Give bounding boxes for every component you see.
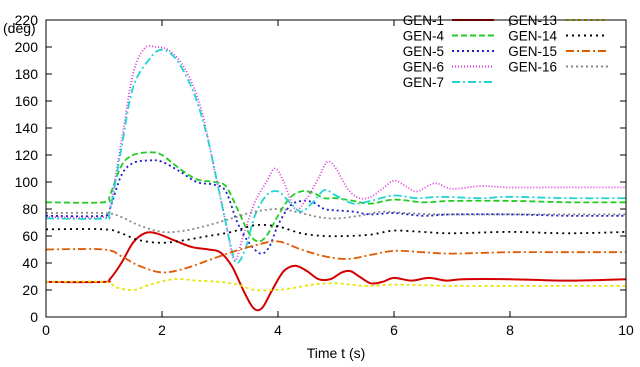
legend-label-gen-4: GEN-4 <box>403 29 445 44</box>
y-tick-label: 60 <box>22 228 38 244</box>
y-tick-label: 100 <box>15 174 39 190</box>
x-tick-label: 10 <box>618 322 634 338</box>
series-line-gen-15 <box>45 240 626 274</box>
series-line-gen-6 <box>45 45 626 262</box>
legend-label-gen-6: GEN-6 <box>403 60 444 75</box>
legend-label-gen-15: GEN-15 <box>508 44 557 59</box>
x-tick-label: 0 <box>42 322 50 338</box>
series-line-gen-4 <box>45 151 627 243</box>
y-tick-label: 200 <box>15 39 39 55</box>
legend-label-gen-5: GEN-5 <box>403 44 444 59</box>
x-tick-label: 4 <box>274 322 282 338</box>
x-tick-label: 6 <box>390 322 398 338</box>
x-tick-label: 8 <box>506 322 514 338</box>
y-tick-label: 160 <box>15 93 39 109</box>
legend-label-gen-14: GEN-14 <box>508 29 557 44</box>
legend: GEN-1GEN-4GEN-5GEN-6GEN-7GEN-13GEN-14GEN… <box>403 13 608 90</box>
legend-label-gen-7: GEN-7 <box>403 75 444 90</box>
series-line-gen-7 <box>45 48 627 264</box>
y-tick-label: 220 <box>15 12 39 28</box>
y-axis-label: (deg) <box>3 20 36 36</box>
series-line-gen-14 <box>45 223 627 244</box>
y-tick-label: 140 <box>15 120 39 136</box>
ticks-layer: 0 20 40 60 80 100 120 140 160 180 200 220 0 2 4 6 8 10 <box>15 12 634 338</box>
y-tick-label: 0 <box>30 309 38 325</box>
x-tick-label: 2 <box>158 322 166 338</box>
y-tick-label: 40 <box>22 255 38 271</box>
series-line-gen-16 <box>45 208 626 234</box>
y-tick-label: 120 <box>15 147 39 163</box>
x-axis-label: Time t (s) <box>307 345 366 361</box>
series-layer <box>45 45 627 312</box>
y-tick-label: 80 <box>22 201 38 217</box>
legend-label-gen-16: GEN-16 <box>508 60 557 75</box>
y-tick-label: 20 <box>22 282 38 298</box>
plot-frame <box>45 19 627 318</box>
series-line-gen-5 <box>45 159 627 255</box>
series-line-gen-13 <box>45 278 626 292</box>
series-line-gen-1 <box>45 231 627 312</box>
y-tick-label: 180 <box>15 66 39 82</box>
